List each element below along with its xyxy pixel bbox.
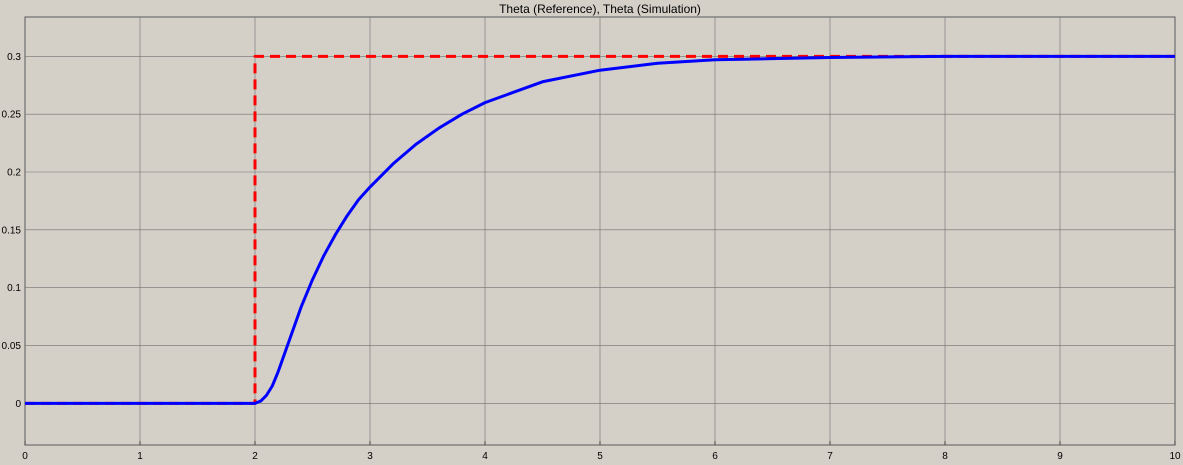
y-tick-label: 0: [15, 399, 21, 410]
series-layer: [25, 54, 1175, 405]
chart-title: Theta (Reference), Theta (Simulation): [499, 2, 701, 16]
x-tick-label: 0: [22, 451, 28, 462]
x-tick-label: 9: [1057, 451, 1063, 462]
series-line-simulation: [25, 54, 1175, 405]
x-tick-label: 8: [942, 451, 948, 462]
y-tick-label: 0.15: [2, 225, 22, 236]
x-tick-label: 2: [252, 451, 258, 462]
x-tick-label: 5: [597, 451, 603, 462]
x-tick-labels: 0 1 2 3 4 5 6 7 8 9 10: [22, 451, 1181, 462]
x-tick-label: 10: [1169, 451, 1181, 462]
y-tick-label: 0.05: [2, 341, 22, 352]
y-tick-label: 0.2: [7, 168, 21, 179]
x-tick-label: 3: [367, 451, 373, 462]
x-tick-label: 7: [827, 451, 833, 462]
y-tick-label: 0.3: [7, 52, 21, 63]
y-tick-labels: 0 0.05 0.1 0.15 0.2 0.25 0.3: [2, 52, 22, 410]
x-tick-label: 6: [712, 451, 718, 462]
x-tick-label: 4: [482, 451, 488, 462]
y-tick-label: 0.25: [2, 110, 22, 121]
x-tick-label: 1: [137, 451, 143, 462]
y-tick-label: 0.1: [7, 283, 21, 294]
